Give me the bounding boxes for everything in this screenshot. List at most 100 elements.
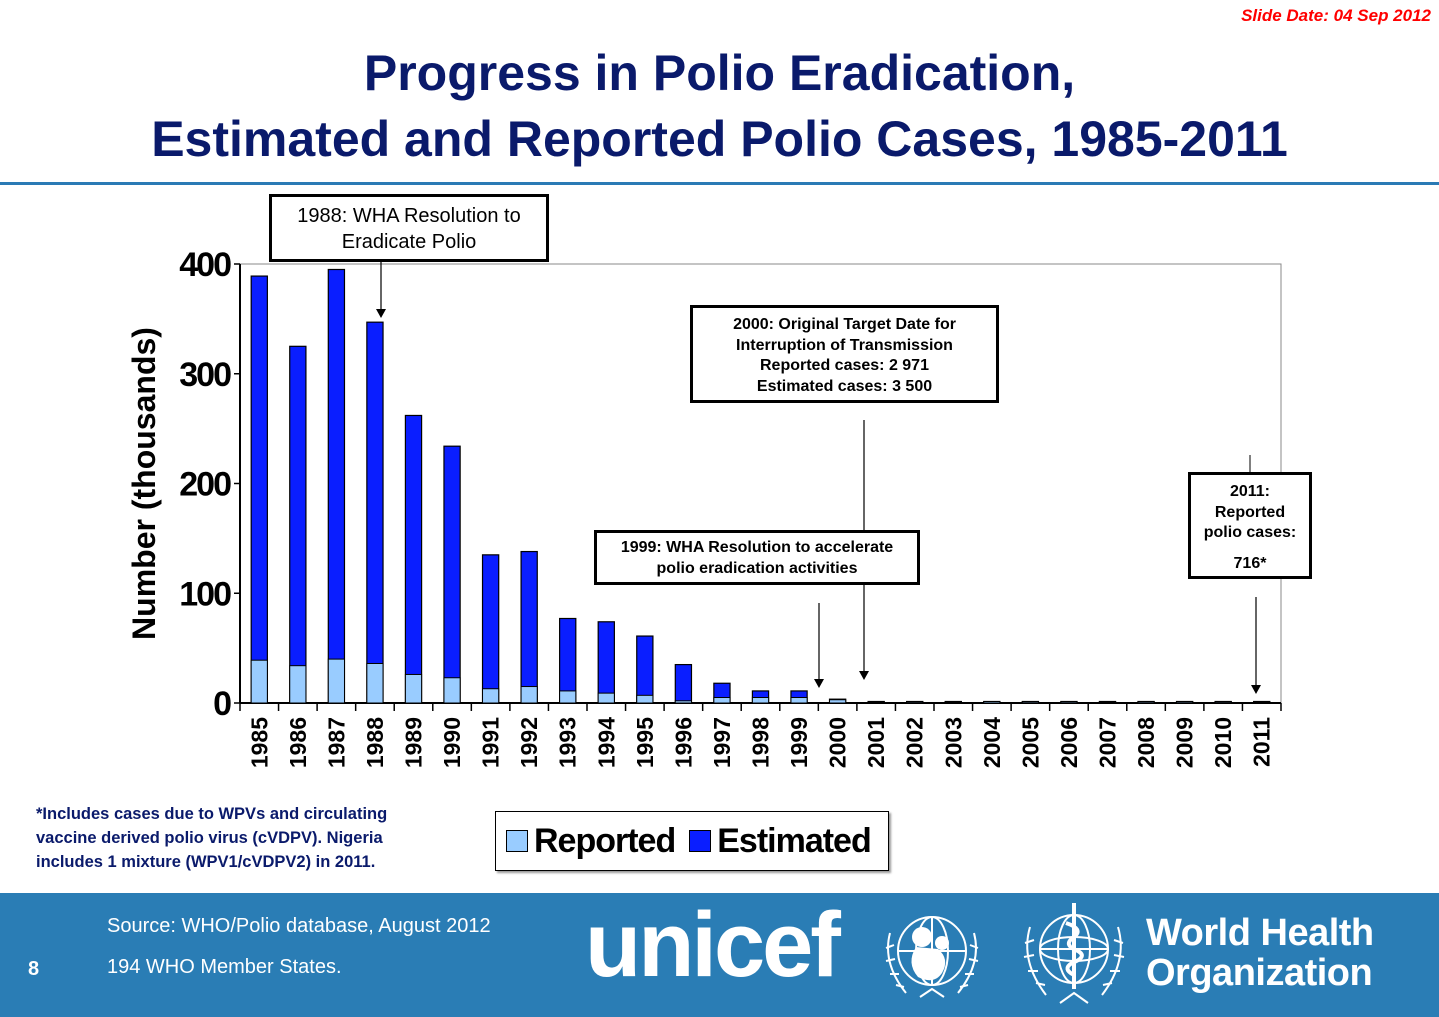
who-logo-line2: Organization <box>1146 952 1373 994</box>
bar-estimated <box>327 268 346 704</box>
x-tick-label: 1988 <box>362 717 388 768</box>
bar-reported <box>327 658 345 704</box>
bar-reported <box>366 662 384 704</box>
bar-reported <box>520 686 538 704</box>
bar-reported <box>289 665 307 704</box>
legend-swatch-reported <box>506 830 528 852</box>
bar-reported <box>597 692 615 704</box>
bar-reported <box>1253 701 1271 704</box>
x-tick-label: 1986 <box>285 717 311 768</box>
x-tick-label: 2002 <box>902 717 928 768</box>
source-note: Source: WHO/Polio database, August 2012 <box>107 915 491 937</box>
footnote-line1: *Includes cases due to WPVs and circulat… <box>36 805 388 823</box>
bar-estimated <box>443 445 461 704</box>
legend-label-estimated: Estimated <box>717 821 871 860</box>
bar-estimated <box>481 554 500 704</box>
bar-reported <box>829 699 847 704</box>
x-tick-label: 2007 <box>1095 717 1121 768</box>
y-tick-label: 0 <box>213 685 231 723</box>
x-tick-label: 1995 <box>632 717 658 768</box>
annotation-1988: 1988: WHA Resolution to Eradicate Polio <box>269 194 549 262</box>
x-tick-label: 1998 <box>748 717 774 768</box>
bar-reported <box>1098 701 1117 704</box>
y-axis-title: Number (thousands) <box>126 327 162 640</box>
bar-reported <box>250 659 268 704</box>
annotation-2000: 2000: Original Target Date for Interrupt… <box>690 305 999 403</box>
footer-bar: Source: WHO/Polio database, August 2012 … <box>0 893 1439 1017</box>
footnote: *Includes cases due to WPVs and circulat… <box>36 802 456 874</box>
page-number: 8 <box>28 958 40 980</box>
annotation-2011-line1: 2011: <box>1229 483 1271 500</box>
bar-reported <box>674 700 692 704</box>
x-tick-label: 1991 <box>478 717 504 768</box>
bar-reported <box>1060 701 1078 704</box>
bar-reported <box>1176 701 1194 704</box>
y-tick-label: 200 <box>179 466 231 504</box>
bar-estimated <box>289 345 307 704</box>
x-tick-label: 2008 <box>1133 717 1159 768</box>
x-tick-label: 1987 <box>323 717 349 768</box>
x-tick-label: 2011 <box>1249 717 1275 767</box>
x-tick-label: 2000 <box>825 717 851 768</box>
y-tick-label: 100 <box>179 575 231 613</box>
bar-reported <box>1137 701 1155 704</box>
bar-reported <box>482 688 500 704</box>
bar-reported <box>404 673 423 704</box>
annotation-2000-line4: Estimated cases: 3 500 <box>756 377 933 395</box>
unicef-emblem-icon <box>885 916 979 998</box>
y-tick-label: 300 <box>179 356 231 394</box>
bar-estimated <box>250 275 268 704</box>
annotation-1999: 1999: WHA Resolution to accelerate polio… <box>594 530 920 585</box>
legend-swatch-estimated <box>689 830 712 852</box>
bar-reported <box>636 694 654 704</box>
who-logo-line1: World Health <box>1146 912 1374 954</box>
y-tick-label: 400 <box>179 246 231 284</box>
bar-reported <box>713 697 731 704</box>
legend-item-estimated: Estimated <box>689 821 872 861</box>
bar-estimated <box>636 635 654 704</box>
annotation-2011: 2011: Reported polio cases: 716* <box>1188 472 1312 579</box>
x-tick-label: 1989 <box>401 717 427 768</box>
bar-reported <box>751 697 770 704</box>
x-tick-label: 1997 <box>709 717 735 768</box>
slide-date: Slide Date: 04 Sep 2012 <box>1241 6 1431 25</box>
annotation-2000-line1: 2000: Original Target Date for <box>733 316 956 333</box>
annotation-2011-line3: polio cases: <box>1203 524 1297 541</box>
annotation-2011-line4: 716* <box>1233 554 1267 572</box>
x-tick-label: 1999 <box>786 717 812 768</box>
who-emblem-icon <box>1023 903 1125 1004</box>
title-line-1: Progress in Polio Eradication, <box>363 45 1076 101</box>
arrow-2000-head <box>859 671 869 680</box>
chart-legend: Reported Estimated <box>495 811 889 871</box>
bar-estimated <box>404 414 423 704</box>
bar-chart: 0 100 200 300 400 Number (thousands) 1985 1986 1… <box>126 246 1282 768</box>
x-tick-label: 1994 <box>593 717 619 768</box>
bar-reported <box>559 690 577 704</box>
bar-reported <box>867 701 885 704</box>
slide-title: Progress in Polio Eradication, Estimated… <box>0 40 1439 172</box>
bar-reported <box>983 701 1001 704</box>
bar-reported <box>906 701 924 704</box>
x-tick-label: 1996 <box>670 717 696 768</box>
x-tick-label: 1992 <box>516 717 542 768</box>
bar-reported <box>443 677 461 704</box>
legend-item-reported: Reported <box>506 821 676 861</box>
x-tick-label: 2003 <box>940 717 966 768</box>
arrow-1999-head <box>814 679 824 688</box>
bar-estimated <box>559 617 577 704</box>
footnote-line2: vaccine derived polio virus (cVDPV). Nig… <box>36 829 383 847</box>
unicef-logo-text: unicef <box>585 894 841 996</box>
legend-label-reported: Reported <box>534 821 676 860</box>
bar-reported <box>944 701 962 704</box>
bar-reported <box>1214 701 1232 704</box>
x-tick-label: 2004 <box>979 717 1005 768</box>
title-divider <box>0 182 1439 185</box>
annotation-1999-line2: polio eradication activities <box>656 559 858 577</box>
annotation-1988-line1: 1988: WHA Resolution to <box>297 205 521 227</box>
annotation-1999-line1: 1999: WHA Resolution to accelerate <box>620 539 894 556</box>
annotation-2011-line2: Reported <box>1214 503 1286 521</box>
bar-estimated <box>597 621 615 704</box>
title-line-2: Estimated and Reported Polio Cases, 1985… <box>151 111 1288 167</box>
bar-estimated <box>520 550 538 704</box>
x-tick-label: 1990 <box>439 717 465 768</box>
